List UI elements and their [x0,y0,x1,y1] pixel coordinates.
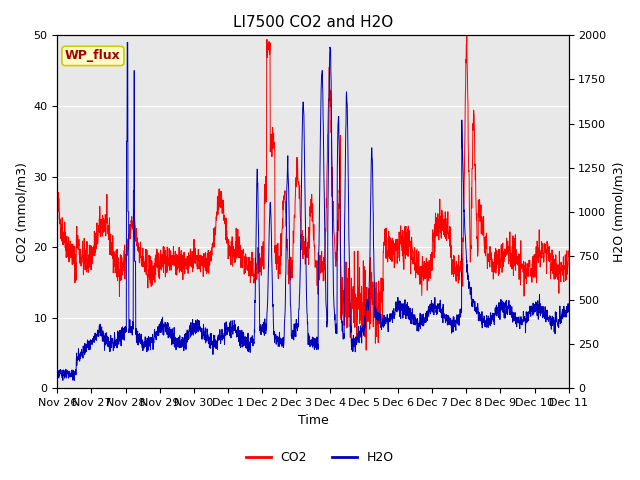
Legend: CO2, H2O: CO2, H2O [241,446,399,469]
Y-axis label: CO2 (mmol/m3): CO2 (mmol/m3) [15,162,28,262]
X-axis label: Time: Time [298,414,328,427]
Y-axis label: H2O (mmol/m3): H2O (mmol/m3) [612,162,625,262]
Title: LI7500 CO2 and H2O: LI7500 CO2 and H2O [233,15,393,30]
Text: WP_flux: WP_flux [65,49,121,62]
